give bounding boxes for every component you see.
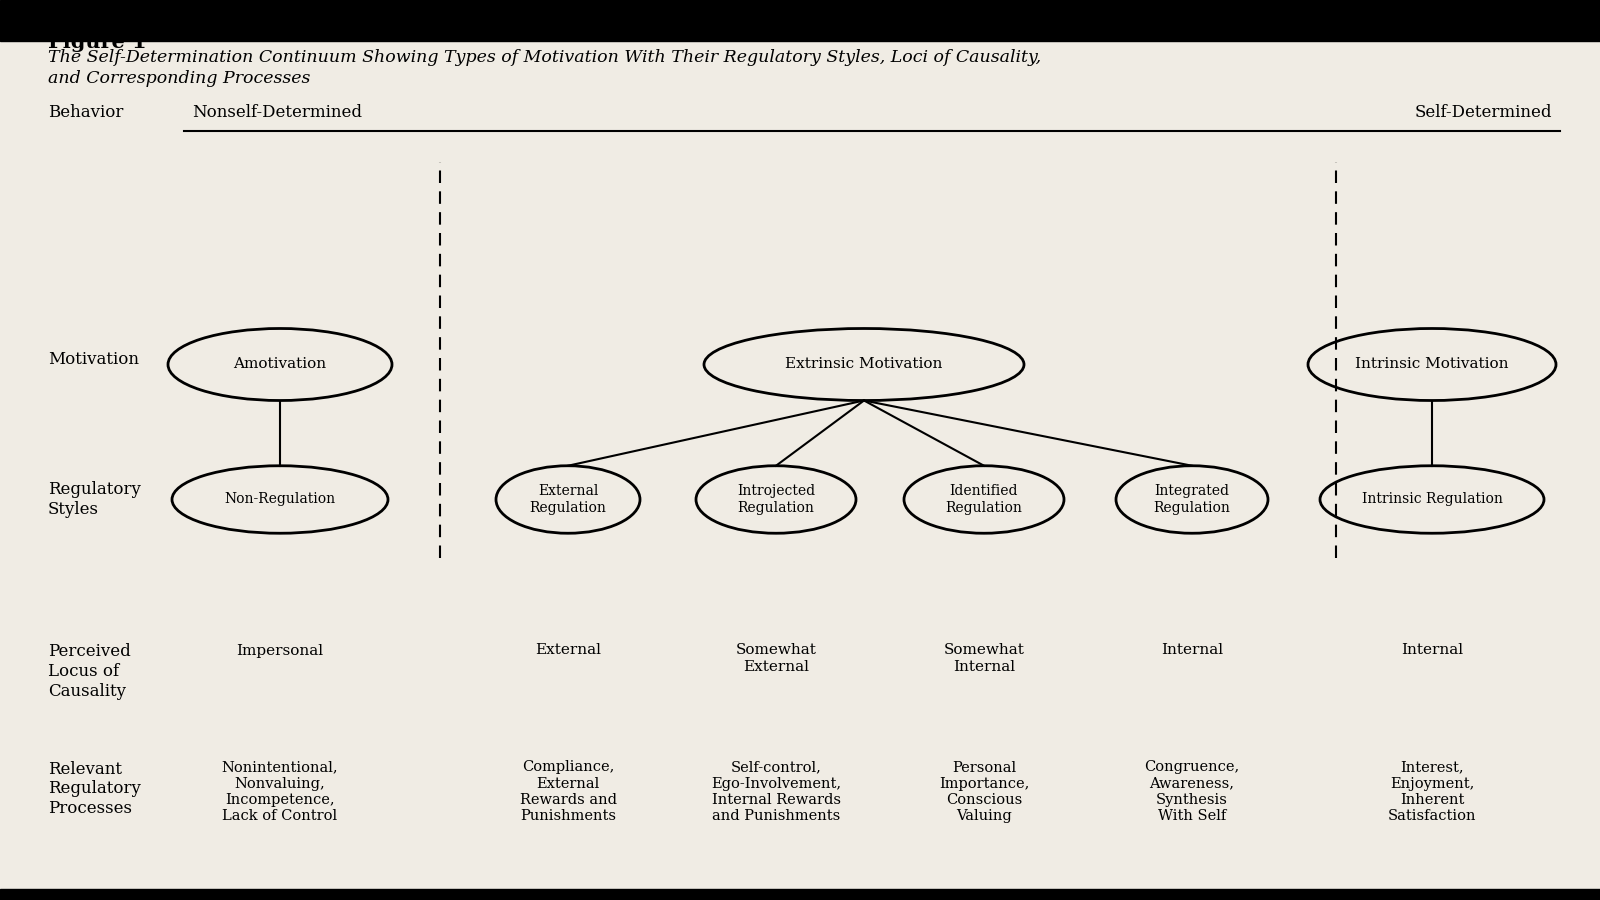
Text: Amotivation: Amotivation xyxy=(234,357,326,372)
Text: Extrinsic Motivation: Extrinsic Motivation xyxy=(786,357,942,372)
Text: Regulatory
Styles: Regulatory Styles xyxy=(48,482,141,517)
Ellipse shape xyxy=(496,466,640,533)
Ellipse shape xyxy=(168,328,392,400)
Text: Internal: Internal xyxy=(1162,644,1222,658)
Text: Personal
Importance,
Conscious
Valuing: Personal Importance, Conscious Valuing xyxy=(939,760,1029,824)
Text: Perceived
Locus of
Causality: Perceived Locus of Causality xyxy=(48,644,131,699)
Text: Intrinsic Regulation: Intrinsic Regulation xyxy=(1362,492,1502,507)
Ellipse shape xyxy=(1309,328,1555,400)
Ellipse shape xyxy=(173,466,387,533)
Ellipse shape xyxy=(904,466,1064,533)
Text: Behavior: Behavior xyxy=(48,104,123,121)
Text: External: External xyxy=(534,644,602,658)
Text: Compliance,
External
Rewards and
Punishments: Compliance, External Rewards and Punishm… xyxy=(520,760,616,824)
Text: Internal: Internal xyxy=(1402,644,1462,658)
Text: and Corresponding Processes: and Corresponding Processes xyxy=(48,70,310,87)
Text: Somewhat
Internal: Somewhat Internal xyxy=(944,644,1024,674)
Text: Somewhat
External: Somewhat External xyxy=(736,644,816,674)
Ellipse shape xyxy=(704,328,1024,400)
Ellipse shape xyxy=(696,466,856,533)
Text: Relevant
Regulatory
Processes: Relevant Regulatory Processes xyxy=(48,760,141,816)
Text: Identified
Regulation: Identified Regulation xyxy=(946,484,1022,515)
Text: Figure 1: Figure 1 xyxy=(48,32,147,51)
Text: Congruence,
Awareness,
Synthesis
With Self: Congruence, Awareness, Synthesis With Se… xyxy=(1144,760,1240,824)
Ellipse shape xyxy=(1320,466,1544,533)
Text: Self-Determined: Self-Determined xyxy=(1414,104,1552,121)
Text: Integrated
Regulation: Integrated Regulation xyxy=(1154,484,1230,515)
Text: Nonintentional,
Nonvaluing,
Incompetence,
Lack of Control: Nonintentional, Nonvaluing, Incompetence… xyxy=(222,760,338,824)
Text: Motivation: Motivation xyxy=(48,352,139,368)
Text: Intrinsic Motivation: Intrinsic Motivation xyxy=(1355,357,1509,372)
Text: The Self-Determination Continuum Showing Types of Motivation With Their Regulato: The Self-Determination Continuum Showing… xyxy=(48,50,1042,67)
Text: Nonself-Determined: Nonself-Determined xyxy=(192,104,362,121)
Text: Impersonal: Impersonal xyxy=(237,644,323,658)
Text: Introjected
Regulation: Introjected Regulation xyxy=(738,484,814,515)
Text: Interest,
Enjoyment,
Inherent
Satisfaction: Interest, Enjoyment, Inherent Satisfacti… xyxy=(1387,760,1477,824)
Text: Non-Regulation: Non-Regulation xyxy=(224,492,336,507)
Text: Self-control,
Ego-Involvement,
Internal Rewards
and Punishments: Self-control, Ego-Involvement, Internal … xyxy=(710,760,842,824)
Ellipse shape xyxy=(1117,466,1267,533)
Text: External
Regulation: External Regulation xyxy=(530,484,606,515)
